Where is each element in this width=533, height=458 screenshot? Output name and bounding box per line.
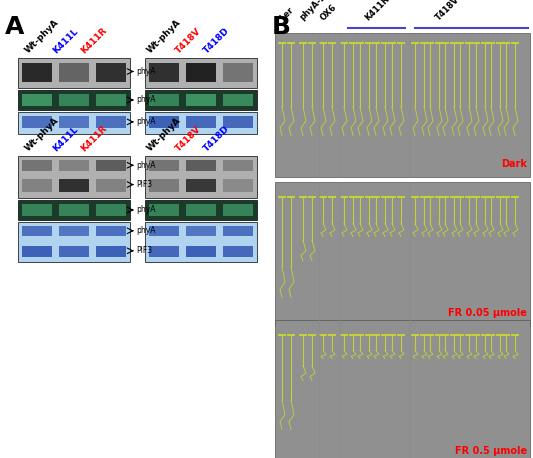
Bar: [186, 160, 216, 171]
Bar: [59, 160, 89, 171]
Bar: [186, 116, 216, 129]
Text: Ler: Ler: [279, 5, 296, 22]
Bar: [145, 156, 257, 198]
Bar: [149, 116, 179, 129]
Text: PIF3: PIF3: [136, 180, 152, 189]
Bar: [59, 226, 89, 236]
Bar: [149, 179, 179, 192]
Bar: [59, 116, 89, 129]
Bar: [96, 160, 126, 171]
Text: Wt-phyA: Wt-phyA: [146, 116, 183, 153]
Bar: [96, 116, 126, 129]
Text: T418D: T418D: [201, 124, 231, 153]
Bar: [18, 112, 130, 134]
Bar: [223, 179, 253, 192]
Text: FR 0.05 μmole: FR 0.05 μmole: [448, 308, 527, 318]
Bar: [145, 112, 257, 134]
Bar: [145, 222, 257, 262]
Bar: [22, 94, 52, 106]
Text: Wt-phyA: Wt-phyA: [146, 18, 183, 55]
Text: Wt-phyA: Wt-phyA: [23, 116, 61, 153]
Bar: [149, 94, 179, 106]
Text: FR 0.5 μmole: FR 0.5 μmole: [455, 446, 527, 456]
Bar: [22, 226, 52, 236]
Text: PIF3: PIF3: [136, 246, 152, 255]
Bar: [22, 116, 52, 129]
Text: K411L: K411L: [52, 26, 80, 55]
Text: T418V: T418V: [434, 0, 461, 22]
Text: T418V: T418V: [174, 124, 203, 153]
Bar: [186, 246, 216, 257]
Text: Dark: Dark: [501, 159, 527, 169]
Bar: [223, 246, 253, 257]
Bar: [96, 246, 126, 257]
Text: T418V: T418V: [174, 26, 203, 55]
Bar: [145, 58, 257, 88]
Bar: [59, 179, 89, 192]
Text: phyA: phyA: [136, 117, 156, 126]
Bar: [223, 116, 253, 129]
Bar: [145, 200, 257, 220]
Bar: [223, 160, 253, 171]
Bar: [186, 204, 216, 216]
Bar: [223, 94, 253, 106]
Text: Wt-phyA: Wt-phyA: [23, 18, 61, 55]
Bar: [275, 320, 530, 458]
Bar: [149, 204, 179, 216]
Bar: [22, 179, 52, 192]
Bar: [275, 33, 530, 177]
Text: phyA: phyA: [136, 161, 156, 170]
Bar: [186, 62, 216, 82]
Bar: [18, 200, 130, 220]
Bar: [275, 182, 530, 326]
Bar: [149, 160, 179, 171]
Text: phyA-201: phyA-201: [297, 0, 336, 22]
Bar: [149, 246, 179, 257]
Text: phyA: phyA: [136, 226, 156, 235]
Text: K411R: K411R: [364, 0, 392, 22]
Bar: [96, 62, 126, 82]
Text: K411R: K411R: [79, 26, 109, 55]
Bar: [96, 94, 126, 106]
Bar: [18, 156, 130, 198]
Bar: [186, 179, 216, 192]
Text: T418D: T418D: [201, 26, 231, 55]
Bar: [18, 90, 130, 110]
Text: K411R: K411R: [79, 124, 109, 153]
Bar: [223, 226, 253, 236]
Bar: [22, 246, 52, 257]
Bar: [96, 204, 126, 216]
Bar: [149, 62, 179, 82]
Bar: [186, 94, 216, 106]
Bar: [223, 62, 253, 82]
Bar: [186, 226, 216, 236]
Bar: [59, 204, 89, 216]
Text: A: A: [5, 15, 25, 39]
Bar: [149, 226, 179, 236]
Bar: [22, 160, 52, 171]
Bar: [59, 62, 89, 82]
Bar: [96, 179, 126, 192]
Bar: [59, 246, 89, 257]
Bar: [223, 204, 253, 216]
Bar: [22, 204, 52, 216]
Text: phyA: phyA: [136, 206, 156, 214]
Bar: [18, 222, 130, 262]
Text: OX6: OX6: [319, 2, 338, 22]
Bar: [59, 94, 89, 106]
Bar: [96, 226, 126, 236]
Text: phyA: phyA: [136, 96, 156, 104]
Text: B: B: [272, 15, 291, 39]
Bar: [145, 90, 257, 110]
Text: K411L: K411L: [52, 124, 80, 153]
Bar: [22, 62, 52, 82]
Text: phyA: phyA: [136, 67, 156, 76]
Bar: [18, 58, 130, 88]
